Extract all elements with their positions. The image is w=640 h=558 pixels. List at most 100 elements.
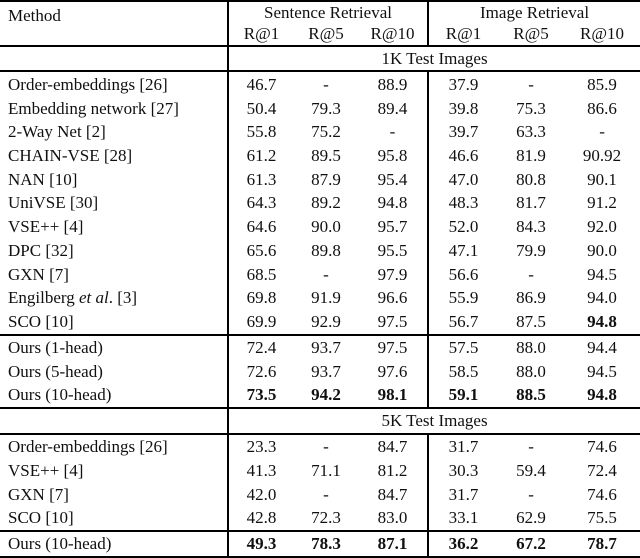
value-cell: 50.4 (246, 98, 277, 118)
value-cell: 90.0 (311, 217, 341, 237)
table-row: Ours (5-head) 72.6 93.7 97.6 58.5 88.0 94.5 (0, 359, 640, 384)
value-cell: 85.9 (587, 74, 617, 94)
section-title-row: 1K Test Images (0, 45, 640, 72)
image-r10-header: R@10 (580, 24, 625, 44)
value-cell: 92.0 (587, 217, 617, 237)
value-cell: 79.3 (311, 98, 341, 118)
value-cell: 42.8 (246, 508, 277, 528)
table-row: VSE++ [4] 41.3 71.1 81.2 30.3 59.4 72.4 (0, 458, 640, 483)
method-cell: Order-embeddings [26] (0, 71, 229, 97)
value-cell: 97.9 (358, 262, 430, 287)
table-row: Ours (1-head) 72.4 93.7 97.5 57.5 88.0 94.4 (0, 334, 640, 360)
value-cell: 91.9 (311, 288, 341, 308)
value-cell: 84.7 (358, 433, 430, 459)
value-cell: 79.9 (516, 240, 546, 260)
value-cell: 81.2 (358, 458, 430, 483)
value-cell: 97.5 (358, 309, 430, 335)
table-row: Order-embeddings [26] 23.3 - 84.7 31.7 - 74.6 (0, 433, 640, 459)
value-cell: - (323, 437, 329, 457)
method-cell: SCO [10] (0, 309, 229, 335)
value-cell: 47.1 (448, 240, 479, 260)
value-cell: 48.3 (448, 193, 479, 213)
value-cell: 75.2 (311, 122, 341, 142)
method-cell: Ours (10-head) (0, 530, 229, 557)
table-row: VSE++ [4] 64.6 90.0 95.7 52.0 84.3 92.0 (0, 214, 640, 239)
value-cell: 88.0 (516, 337, 546, 357)
value-cell: 73.5 (246, 385, 277, 405)
value-cell: 55.8 (246, 122, 277, 142)
value-cell: - (599, 122, 605, 142)
value-cell: 69.8 (246, 288, 277, 308)
sentence-r1-header: R@1 (243, 24, 280, 44)
section-title-row: 5K Test Images (0, 407, 640, 434)
value-cell: 74.6 (587, 484, 617, 504)
value-cell: 75.5 (587, 508, 617, 528)
value-cell: 95.7 (358, 214, 430, 239)
value-cell: 84.7 (358, 482, 430, 507)
value-cell: 56.6 (448, 264, 479, 284)
section-title: 5K Test Images (381, 411, 488, 431)
value-cell: 94.5 (587, 264, 617, 284)
value-cell: 63.3 (516, 122, 546, 142)
value-cell: - (358, 119, 430, 144)
value-cell: 31.7 (448, 437, 479, 457)
value-cell: 91.2 (587, 193, 617, 213)
value-cell: 39.8 (448, 98, 479, 118)
value-cell: 94.8 (587, 385, 617, 405)
table-row: Engilberg et al. [3] 69.8 91.9 96.6 55.9 86.9… (0, 286, 640, 310)
table-row: Embedding network [27] 50.4 79.3 89.4 39.8 75… (0, 96, 640, 120)
value-cell: 95.5 (358, 238, 430, 263)
value-cell: 41.3 (246, 460, 277, 480)
table-row: Ours (10-head) 73.5 94.2 98.1 59.1 88.5 94.8 (0, 383, 640, 408)
value-cell: - (323, 264, 329, 284)
value-cell: 80.8 (516, 169, 546, 189)
value-cell: 62.9 (516, 508, 546, 528)
method-cell: Ours (5-head) (0, 359, 229, 384)
section-title-spacer (0, 45, 229, 72)
value-cell: 88.0 (516, 361, 546, 381)
value-cell: 94.4 (587, 337, 617, 357)
value-cell: 81.7 (516, 193, 546, 213)
value-cell: 47.0 (448, 169, 479, 189)
table-body: 1K Test Images Order-embeddings [26] 46.7 -… (0, 45, 640, 557)
value-cell: 61.2 (246, 145, 277, 165)
section-title: 1K Test Images (381, 48, 488, 68)
value-cell: 69.9 (246, 312, 277, 332)
method-cell: Embedding network [27] (0, 96, 229, 120)
value-cell: 31.7 (448, 484, 479, 504)
section-title-spacer (0, 407, 229, 434)
method-cell: NAN [10] (0, 167, 229, 192)
table-row: SCO [10] 42.8 72.3 83.0 33.1 62.9 75.5 (0, 506, 640, 531)
value-cell: 74.6 (587, 437, 617, 457)
value-cell: 42.0 (246, 484, 277, 504)
value-cell: 87.9 (311, 169, 341, 189)
value-cell: 64.6 (246, 217, 277, 237)
value-cell: 61.3 (246, 169, 277, 189)
value-cell: 75.3 (516, 98, 546, 118)
value-cell: 87.1 (358, 530, 430, 557)
value-cell: 89.4 (358, 96, 430, 120)
method-column-header: Method (0, 1, 229, 46)
table-row: Order-embeddings [26] 46.7 - 88.9 37.9 - 85.9 (0, 71, 640, 97)
value-cell: 89.5 (311, 145, 341, 165)
value-cell: 95.4 (358, 167, 430, 192)
value-cell: 37.9 (448, 74, 479, 94)
method-cell: GXN [7] (0, 262, 229, 287)
value-cell: 97.6 (358, 359, 430, 384)
table-row: DPC [32] 65.6 89.8 95.5 47.1 79.9 90.0 (0, 238, 640, 263)
table-row: Ours (10-head) 49.3 78.3 87.1 36.2 67.2 78.7 (0, 530, 640, 557)
value-cell: 78.7 (587, 534, 617, 554)
value-cell: 33.1 (448, 508, 479, 528)
value-cell: 65.6 (246, 240, 277, 260)
value-cell: 88.9 (358, 71, 430, 97)
value-cell: 94.2 (311, 385, 341, 405)
image-r5-header: R@5 (513, 24, 549, 44)
sentence-retrieval-group-header: Sentence Retrieval (228, 1, 430, 24)
value-cell: 55.9 (448, 288, 479, 308)
method-cell: SCO [10] (0, 506, 229, 531)
sentence-r5-header: R@5 (308, 24, 344, 44)
value-cell: 94.8 (358, 191, 430, 215)
value-cell: 52.0 (448, 217, 479, 237)
value-cell: 81.9 (516, 145, 546, 165)
